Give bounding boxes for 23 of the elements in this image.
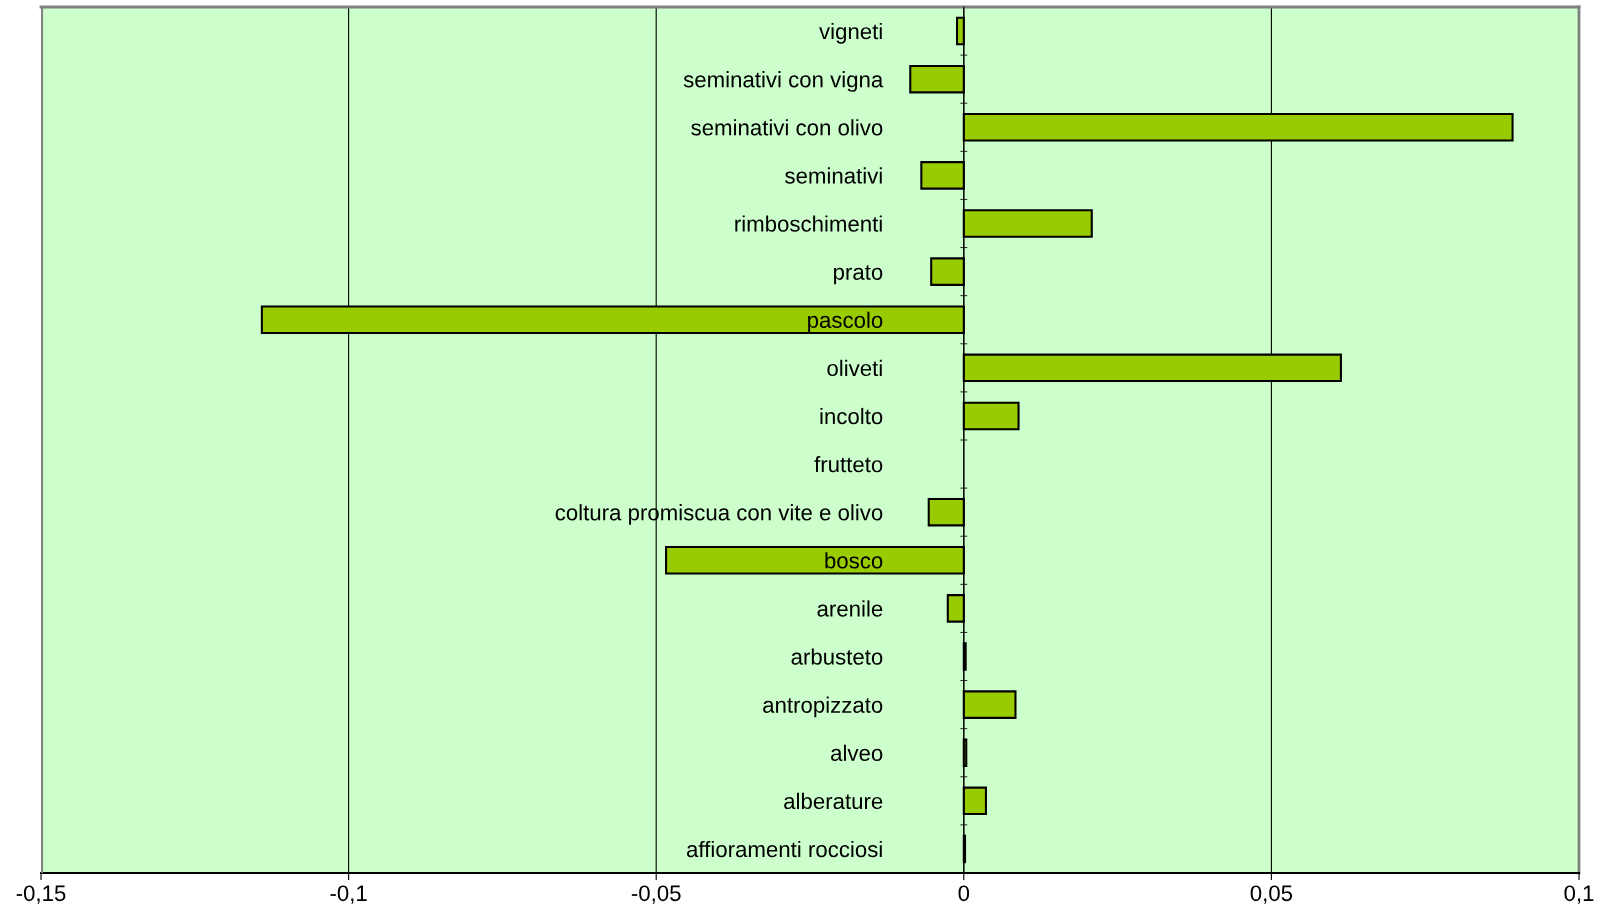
y-tick-label: frutteto [814, 456, 883, 473]
x-tick-label: -0,15 [16, 885, 66, 904]
y-tick-label: arbusteto [791, 648, 883, 665]
y-tick-label: pascolo [808, 311, 883, 333]
y-tick-label: affioramenti rocciosi [686, 840, 882, 858]
y-tick-label: bosco [825, 552, 883, 569]
x-tick-label: 0,1 [1564, 885, 1594, 904]
y-tick-label: vigneti [819, 23, 882, 44]
y-tick-label: seminativi con olivo [691, 119, 883, 136]
x-tick-label: 0,05 [1250, 885, 1293, 904]
y-tick-label: seminativi con vigna [683, 71, 884, 92]
x-tick-label: -0,05 [631, 885, 681, 904]
y-tick-label: alberature [784, 792, 883, 810]
x-tick-label: 0 [958, 885, 970, 902]
y-tick-label: arenile [817, 600, 883, 617]
x-tick-label: -0,1 [330, 885, 367, 904]
y-tick-label: seminativi [785, 167, 882, 184]
y-tick-label: antropizzato [763, 696, 883, 718]
y-tick-label: prato [834, 265, 883, 285]
y-tick-label: incolto [820, 407, 883, 425]
y-tick-label: rimboschimenti [735, 215, 882, 232]
y-tick-label: alveo [831, 744, 883, 761]
y-tick-label: oliveti [827, 359, 882, 377]
